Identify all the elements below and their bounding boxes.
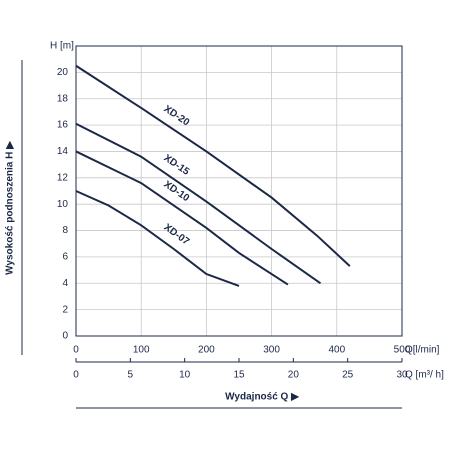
curve [75, 190, 240, 287]
x2-tick-label: 15 [233, 370, 245, 381]
x-tick-label: 100 [133, 345, 150, 356]
curve [75, 64, 351, 267]
x-tick-label: 200 [198, 345, 215, 356]
y-tick-label: 18 [57, 93, 69, 104]
y-axis-label: H [m] [50, 41, 74, 52]
y-tick-label: 0 [62, 331, 68, 342]
x2-tick-label: 20 [288, 370, 300, 381]
x-tick-label: 0 [73, 345, 79, 356]
y-tick-label: 20 [57, 67, 69, 78]
x2-tick-label: 10 [179, 370, 191, 381]
x2-tick-label: 25 [342, 370, 354, 381]
y-tick-label: 6 [62, 252, 68, 263]
x-tick-label: 500 [394, 345, 411, 356]
x2-tick-label: 30 [396, 370, 408, 381]
x2-tick-label: 0 [73, 370, 79, 381]
curve [75, 150, 289, 286]
y-tick-label: 10 [57, 199, 69, 210]
y-tick-label: 14 [57, 146, 69, 157]
x-tick-label: 300 [263, 345, 280, 356]
x2-axis-label: Q [m³/ h] [405, 370, 444, 381]
y-tick-label: 8 [62, 225, 68, 236]
y-title: Wysokość podnoszenia H ▶ [5, 140, 16, 275]
x-title: Wydajność Q ▶ [225, 392, 300, 403]
x-tick-label: 400 [328, 345, 345, 356]
y-tick-label: 16 [57, 120, 69, 131]
y-tick-label: 2 [62, 304, 68, 315]
x-axis-label: Q[l/min] [405, 345, 440, 356]
y-tick-label: 12 [57, 172, 69, 183]
y-tick-label: 4 [62, 278, 68, 289]
curve [75, 122, 322, 285]
plot-frame [75, 45, 403, 337]
x2-tick-label: 5 [128, 370, 134, 381]
